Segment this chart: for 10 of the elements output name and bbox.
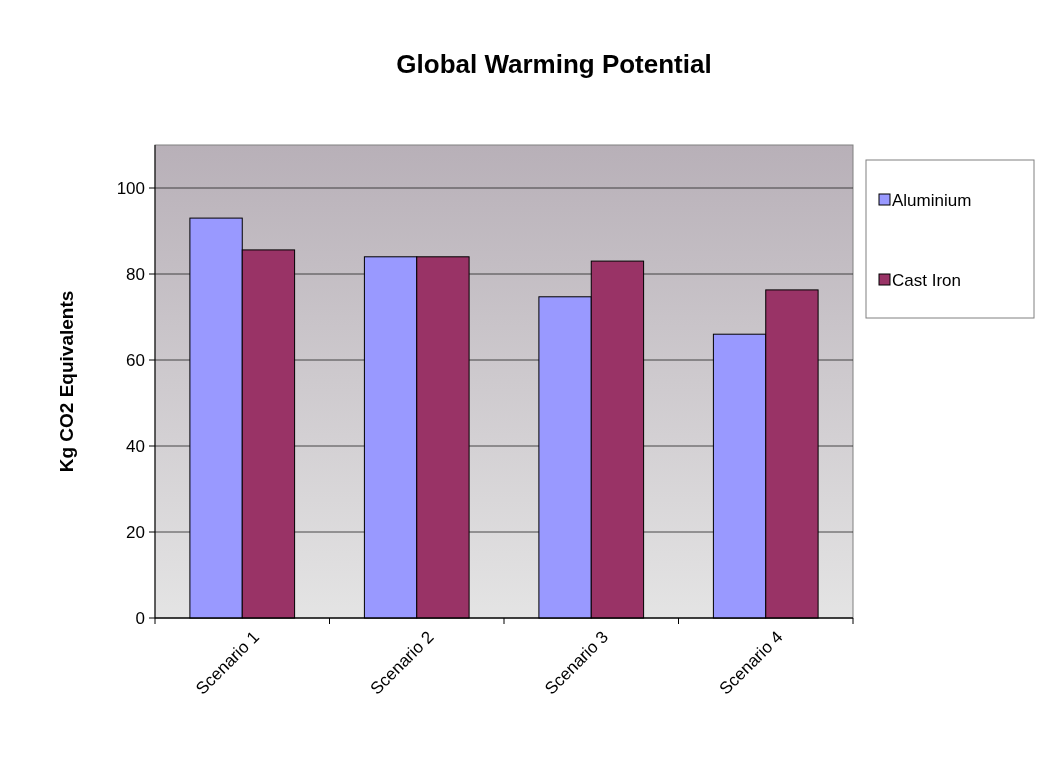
- y-tick-label: 80: [126, 264, 145, 284]
- y-tick-label: 20: [126, 522, 145, 542]
- legend-label: Cast Iron: [892, 270, 961, 290]
- y-tick-label: 40: [126, 436, 145, 456]
- y-tick-label: 0: [135, 608, 145, 628]
- chart-title: Global Warming Potential: [396, 49, 712, 79]
- y-axis-title: Kg CO2 Equivalents: [56, 290, 77, 473]
- legend-label: Aluminium: [892, 190, 972, 210]
- y-tick-label: 60: [126, 350, 145, 370]
- y-tick-label: 100: [116, 178, 145, 198]
